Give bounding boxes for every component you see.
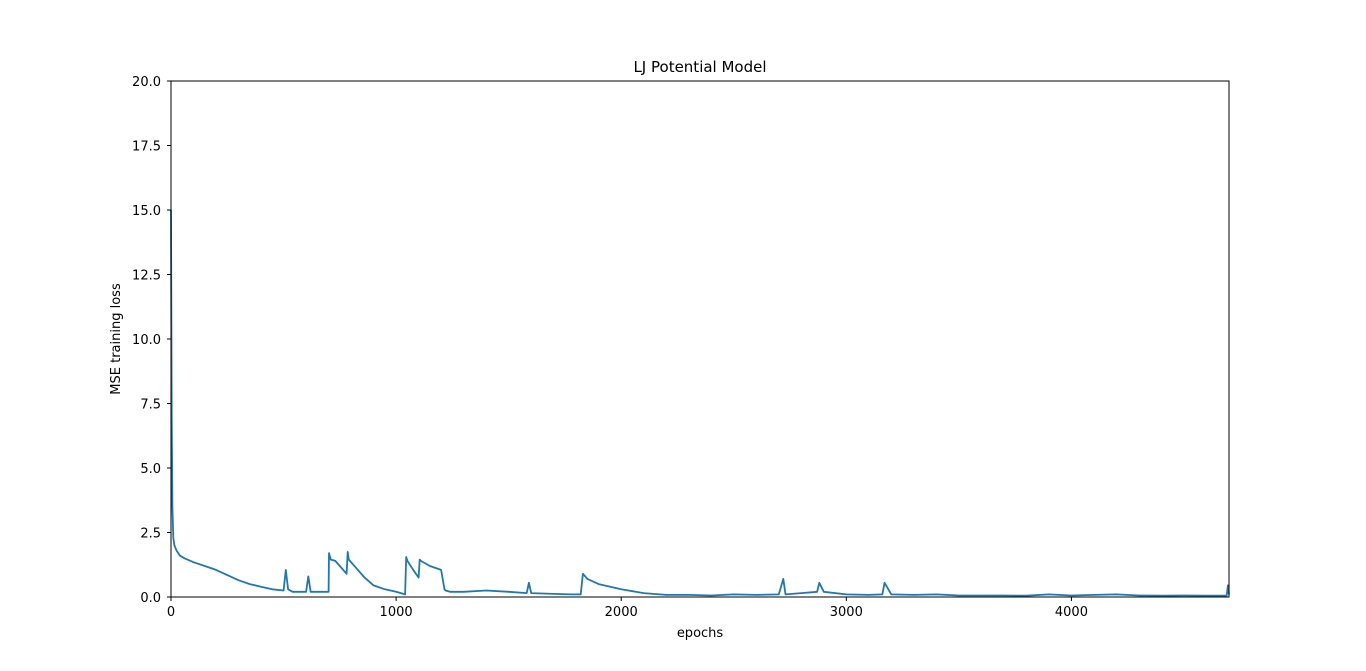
x-tick-label: 4000 [1055,605,1088,620]
x-axis-ticks: 0 1000 2000 3000 4000 [167,597,1088,620]
plot-area-background [171,81,1229,597]
y-tick-label: 15.0 [132,204,161,219]
y-axis-ticks: 0.0 2.5 5.0 7.5 10.0 12.5 15.0 17.5 20.0 [132,75,171,606]
y-tick-label: 20.0 [132,75,161,90]
x-tick-label: 1000 [380,605,413,620]
y-tick-label: 0.0 [140,591,161,606]
y-tick-label: 12.5 [132,269,161,284]
x-tick-label: 2000 [605,605,638,620]
x-tick-label: 0 [167,605,175,620]
y-axis-label: MSE training loss [109,283,124,395]
y-tick-label: 2.5 [140,527,161,542]
y-tick-label: 5.0 [140,462,161,477]
x-axis-label: epochs [677,626,724,641]
plot-frame [170,80,1230,598]
y-tick-label: 7.5 [140,398,161,413]
y-tick-label: 17.5 [132,140,161,155]
series-line-0 [170,209,1230,597]
y-tick-label: 10.0 [132,333,161,348]
chart-title: LJ Potential Model [633,58,766,76]
series-group [170,209,1230,597]
x-tick-label: 3000 [830,605,863,620]
